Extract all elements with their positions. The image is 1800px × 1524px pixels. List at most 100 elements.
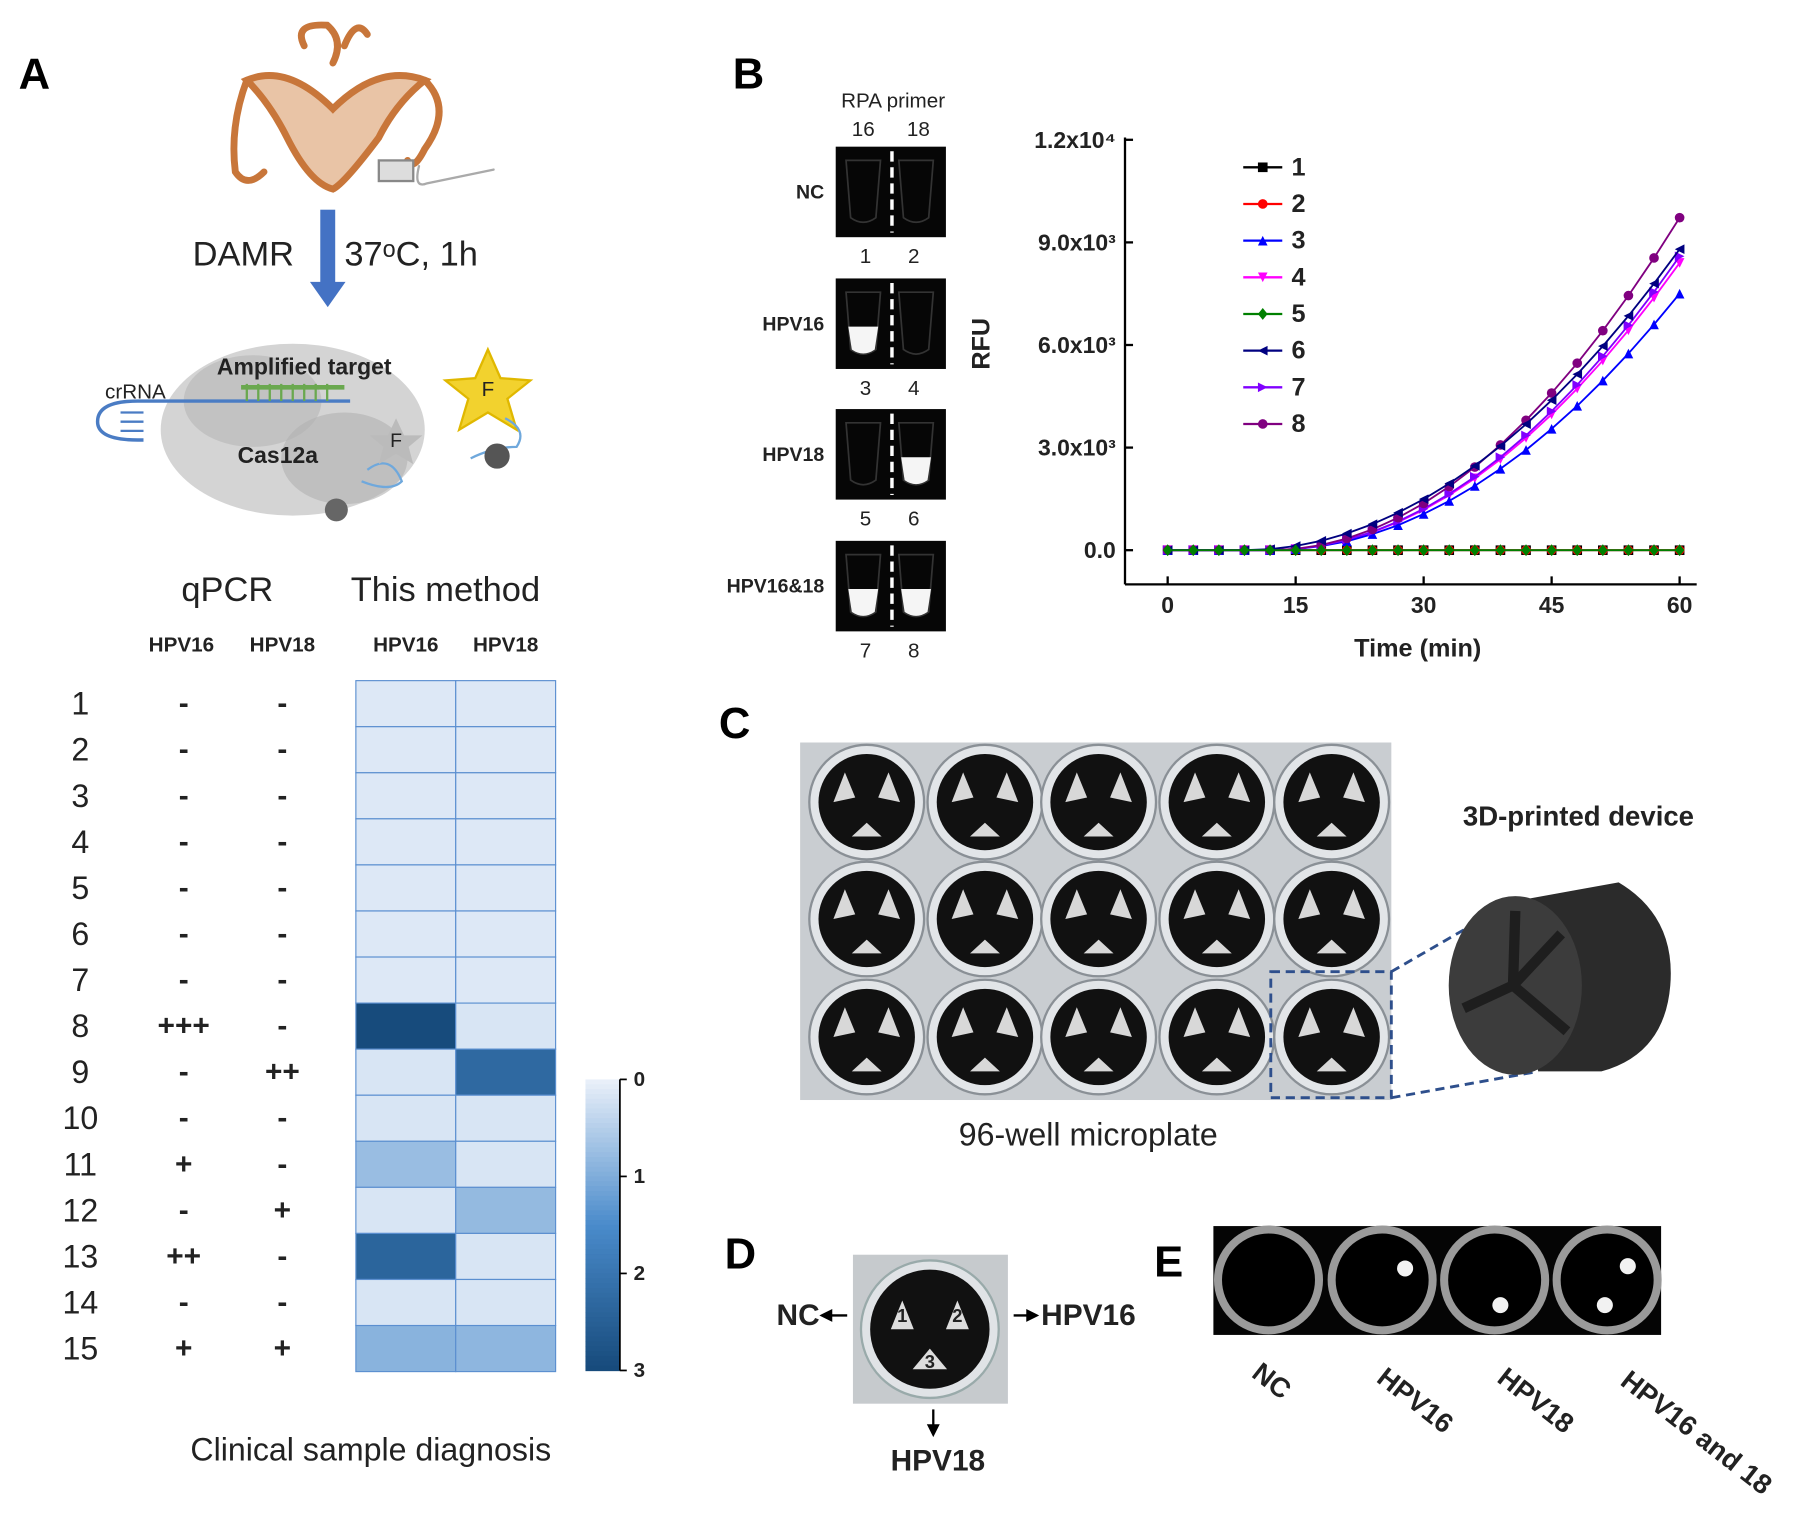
heatmap-cell (355, 1094, 457, 1142)
colorbar-step (585, 1326, 620, 1333)
data-point (1674, 244, 1685, 255)
qpcr-result: - (179, 687, 189, 720)
legend-marker (1257, 419, 1268, 429)
colorbar-step (585, 1137, 620, 1144)
gel-band (901, 457, 931, 485)
colorbar-step (585, 1229, 620, 1236)
y-tick-label: 1.2x10⁴ (1034, 127, 1116, 153)
insert-chambers (833, 889, 900, 954)
heatmap-cell (455, 1094, 557, 1142)
data-point (1572, 358, 1583, 368)
well-insert (1283, 988, 1380, 1086)
legend-label: 3 (1291, 227, 1305, 255)
panel-label: D (725, 1231, 757, 1279)
column-header: HPV18 (250, 634, 315, 657)
legend-label: 6 (1291, 337, 1305, 365)
qpcr-result: - (277, 1010, 287, 1043)
insert-chambers (1065, 772, 1132, 837)
data-point (1444, 489, 1455, 499)
lane-number: 7 (860, 639, 871, 662)
colorbar-step (585, 1166, 620, 1173)
insert-chambers (1183, 1007, 1251, 1072)
data-point (1623, 348, 1634, 359)
row-label: 12 (62, 1192, 98, 1228)
gel-tube (845, 553, 882, 618)
heatmap-cell (355, 1002, 457, 1050)
legend-label: 5 (1291, 300, 1305, 328)
gel-column: 18 (907, 118, 930, 141)
colorbar-step (585, 1307, 620, 1313)
heatmap-cell (455, 910, 557, 958)
data-point (1674, 212, 1685, 223)
heatmap-cell (355, 1324, 457, 1373)
heatmap-cell (455, 1232, 557, 1281)
legend-marker (1257, 162, 1268, 173)
qpcr-result: - (179, 733, 189, 766)
colorbar-step (585, 1278, 620, 1284)
gel-tube (845, 159, 882, 224)
heatmap-cell (455, 772, 557, 820)
row-label: 2 (71, 732, 89, 768)
qpcr-result: - (179, 1102, 189, 1135)
colorbar-step (585, 1200, 620, 1207)
well-insert (1168, 988, 1266, 1086)
heatmap-cell (455, 1324, 557, 1373)
panel-label: A (19, 51, 51, 99)
x-tick-label: 45 (1539, 592, 1565, 618)
well-insert (818, 753, 915, 851)
row-label: 14 (62, 1285, 98, 1321)
data-point (1239, 544, 1250, 557)
legend-marker (1257, 272, 1268, 283)
qpcr-result: + (274, 1194, 291, 1227)
x-tick-label: 30 (1411, 592, 1437, 618)
data-point (1393, 507, 1403, 518)
heatmap-cell (455, 1278, 557, 1327)
row-label: 13 (62, 1238, 98, 1274)
qpcr-result: - (277, 779, 287, 812)
colorbar-step (585, 1186, 620, 1192)
qpcr-result: - (277, 687, 287, 720)
data-point (1444, 544, 1455, 557)
legend-label: 8 (1291, 410, 1305, 438)
data-point (1470, 461, 1480, 471)
legend-label: 1 (1291, 153, 1305, 181)
row-label: 6 (71, 916, 89, 952)
data-point (1470, 481, 1480, 491)
colorbar-step (585, 1360, 620, 1367)
qpcr-result: - (277, 825, 287, 858)
data-point (1546, 406, 1557, 417)
gel-band (901, 588, 931, 616)
data-point (1649, 278, 1659, 289)
data-point (1572, 369, 1583, 380)
colorbar-step (585, 1195, 620, 1202)
heatmap-cell (455, 726, 557, 774)
row-label: 4 (71, 824, 89, 860)
colorbar-step (585, 1118, 620, 1124)
colorbar-step (585, 1234, 620, 1241)
sample-label: NC (1247, 1356, 1298, 1405)
gel-tube (897, 421, 935, 486)
qpcr-result: ++ (166, 1240, 201, 1273)
qpcr-result: - (179, 871, 189, 904)
heatmap-cell (455, 818, 557, 866)
chamber-label: NC (777, 1299, 820, 1332)
well-insert (870, 1269, 990, 1389)
colorbar-tick-label: 2 (634, 1262, 645, 1285)
heatmap-cell (355, 726, 457, 774)
y-tick-label: 3.0x10³ (1038, 435, 1116, 461)
colorbar-step (585, 1142, 620, 1149)
insert-chambers (951, 772, 1019, 837)
colorbar-step (585, 1331, 620, 1338)
gel-band (848, 588, 879, 616)
gel-tube (845, 291, 882, 355)
data-point (1521, 544, 1531, 557)
colorbar-step (585, 1346, 620, 1352)
process-arrow (309, 209, 346, 308)
data-point (1521, 445, 1531, 455)
legend-marker (1257, 235, 1268, 246)
colorbar-step (585, 1254, 620, 1260)
panel-label: B (733, 51, 765, 99)
colorbar-step (585, 1302, 620, 1309)
heatmap-cell (455, 680, 557, 728)
